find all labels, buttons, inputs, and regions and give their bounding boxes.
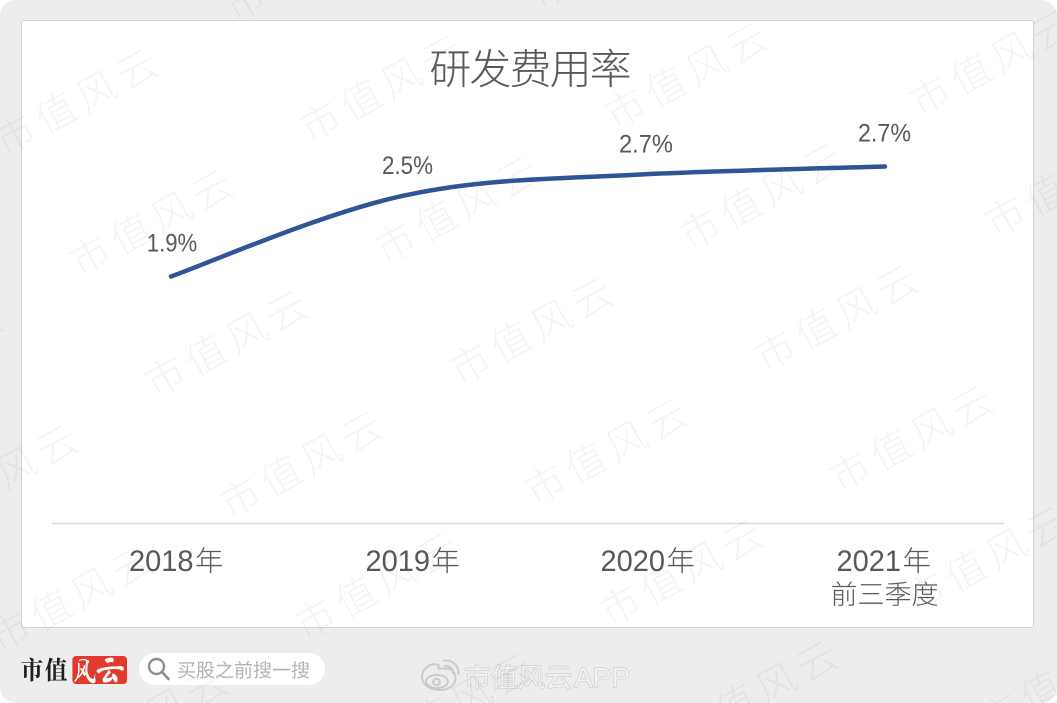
svg-text:1.9%: 1.9% xyxy=(147,230,198,258)
svg-text:2020: 2020 xyxy=(601,545,666,578)
svg-text:2.7%: 2.7% xyxy=(858,120,911,148)
svg-text:APP: APP xyxy=(574,662,630,693)
svg-text:2018: 2018 xyxy=(129,545,194,578)
svg-text:2.5%: 2.5% xyxy=(382,152,433,180)
svg-text:2.7%: 2.7% xyxy=(619,131,673,159)
svg-text:2021: 2021 xyxy=(837,545,902,578)
